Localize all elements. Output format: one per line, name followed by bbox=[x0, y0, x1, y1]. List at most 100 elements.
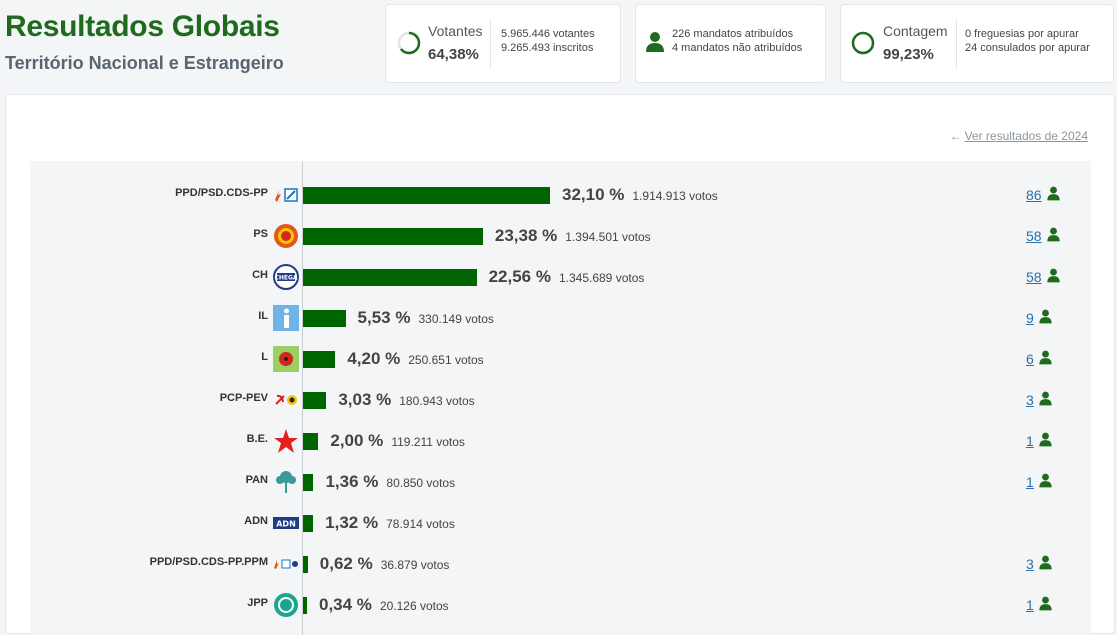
result-bar bbox=[303, 392, 327, 409]
card-divider bbox=[490, 19, 491, 69]
mandatos-nao-atribuidos: 4 mandatos não atribuídos bbox=[672, 42, 803, 54]
party-row: PPD/PSD.CDS-PP 32,10 % 1.914.913 votos 86 bbox=[30, 174, 1091, 215]
contagem-value: 99,23% bbox=[883, 46, 934, 63]
party-votes: 1.345.689 votos bbox=[558, 271, 645, 285]
results-panel: ← Ver resultados de 2024 PPD/PSD.CDS-PP 32… bbox=[5, 94, 1115, 635]
be-logo bbox=[273, 428, 299, 454]
party-seats-link[interactable]: 6 bbox=[1026, 350, 1052, 368]
party-seats-count: 6 bbox=[1026, 351, 1034, 367]
party-votes: 20.126 votos bbox=[379, 599, 449, 613]
party-votes: 1.914.913 votos bbox=[632, 189, 718, 203]
party-votes: 119.211 votos bbox=[391, 435, 465, 449]
party-percentage: 4,20 % bbox=[347, 349, 401, 368]
party-percentage: 0,62 % bbox=[319, 554, 373, 573]
cdu-logo bbox=[273, 387, 299, 413]
adn-logo: ADN bbox=[273, 510, 299, 536]
result-bar bbox=[303, 474, 314, 491]
party-percentage: 1,32 % bbox=[325, 513, 379, 532]
party-seats-count: 3 bbox=[1026, 392, 1034, 408]
party-name: JPP bbox=[247, 597, 268, 609]
party-row: PS 23,38 % 1.394.501 votos 58 bbox=[30, 215, 1091, 256]
person-icon bbox=[1046, 186, 1060, 204]
previous-results-link[interactable]: ← Ver resultados de 2024 bbox=[950, 129, 1088, 143]
party-percentage: 3,03 % bbox=[338, 390, 392, 409]
party-seats-link[interactable]: 3 bbox=[1026, 555, 1052, 573]
result-bar bbox=[303, 556, 308, 573]
jpp-logo bbox=[273, 592, 299, 618]
party-seats-count: 9 bbox=[1026, 310, 1034, 326]
party-votes: 78.914 votos bbox=[386, 517, 455, 531]
result-bar bbox=[303, 351, 336, 368]
person-icon bbox=[1039, 432, 1052, 450]
party-seats-link[interactable]: 9 bbox=[1026, 309, 1052, 327]
bar-label: 1,36 % 80.850 votos bbox=[325, 472, 455, 492]
person-icon bbox=[1046, 268, 1060, 286]
pan-logo bbox=[273, 469, 299, 495]
party-votes: 1.394.501 votos bbox=[565, 230, 651, 244]
party-row: PPD/PSD.CDS-PP.PPM 0,62 % 36.879 votos 3 bbox=[30, 543, 1091, 584]
ps-logo bbox=[273, 223, 299, 249]
person-icon bbox=[646, 32, 664, 52]
livre-logo bbox=[273, 346, 299, 372]
freguesias-por-apurar: 0 freguesias por apurar bbox=[965, 28, 1079, 40]
person-icon bbox=[1039, 309, 1052, 327]
bar-label: 5,53 % 330.149 votos bbox=[358, 308, 494, 328]
bar-label: 0,34 % 20.126 votos bbox=[319, 595, 449, 615]
party-percentage: 22,56 % bbox=[488, 267, 551, 286]
party-row: B.E. 2,00 % 119.211 votos 1 bbox=[30, 420, 1091, 461]
party-seats-link[interactable]: 58 bbox=[1026, 227, 1060, 245]
result-bar bbox=[303, 597, 307, 614]
party-votes: 36.879 votos bbox=[380, 558, 450, 572]
person-icon bbox=[1039, 596, 1052, 614]
party-seats-link[interactable]: 1 bbox=[1026, 596, 1052, 614]
party-votes: 80.850 votos bbox=[386, 476, 456, 490]
votantes-card: Votantes 64,38% 5.965.446 votantes 9.265… bbox=[385, 4, 621, 83]
party-seats-link[interactable]: 3 bbox=[1026, 391, 1052, 409]
results-chart: PPD/PSD.CDS-PP 32,10 % 1.914.913 votos 86 PS… bbox=[30, 161, 1091, 635]
votantes-label: Votantes bbox=[428, 23, 483, 39]
result-bar bbox=[303, 433, 319, 450]
mandatos-atribuidos: 226 mandatos atribuídos bbox=[672, 28, 794, 40]
votantes-progress-ring-icon bbox=[397, 31, 421, 55]
person-icon bbox=[1039, 391, 1052, 409]
person-icon bbox=[1039, 350, 1052, 368]
party-row: JPP 0,34 % 20.126 votos 1 bbox=[30, 584, 1091, 625]
party-seats-link[interactable]: 1 bbox=[1026, 473, 1052, 491]
bar-label: 0,62 % 36.879 votos bbox=[320, 554, 450, 574]
svg-text:ADN: ADN bbox=[276, 520, 296, 529]
party-seats-link[interactable]: 58 bbox=[1026, 268, 1060, 286]
party-name: L bbox=[261, 351, 268, 363]
party-row: PAN 1,36 % 80.850 votos 1 bbox=[30, 461, 1091, 502]
bar-label: 1,32 % 78.914 votos bbox=[325, 513, 455, 533]
party-row: L 4,20 % 250.651 votos 6 bbox=[30, 338, 1091, 379]
party-name: PS bbox=[253, 228, 268, 240]
party-seats-link[interactable]: 1 bbox=[1026, 432, 1052, 450]
il-logo bbox=[273, 305, 299, 331]
votantes-value: 64,38% bbox=[428, 46, 479, 63]
mandatos-card: 226 mandatos atribuídos 4 mandatos não a… bbox=[635, 4, 826, 83]
person-icon bbox=[1039, 555, 1052, 573]
bar-label: 32,10 % 1.914.913 votos bbox=[562, 185, 718, 205]
axis-line bbox=[302, 161, 303, 635]
party-name: B.E. bbox=[246, 433, 268, 445]
party-votes: 250.651 votos bbox=[408, 353, 484, 367]
party-row: CH CHEGA 22,56 % 1.345.689 votos 58 bbox=[30, 256, 1091, 297]
party-seats-count: 1 bbox=[1026, 597, 1034, 613]
page-header: Resultados Globais Território Nacional e… bbox=[0, 0, 1117, 90]
inscritos-count: 9.265.493 inscritos bbox=[501, 42, 594, 54]
bar-label: 4,20 % 250.651 votos bbox=[347, 349, 483, 369]
party-name: CH bbox=[252, 269, 268, 281]
party-seats-link[interactable]: 86 bbox=[1026, 186, 1060, 204]
previous-results-label: Ver resultados de 2024 bbox=[964, 129, 1088, 143]
person-icon bbox=[1039, 473, 1052, 491]
party-row: ADN ADN 1,32 % 78.914 votos bbox=[30, 502, 1091, 543]
ad-ppm-logo bbox=[273, 551, 299, 577]
party-name: PCP-PEV bbox=[219, 392, 268, 404]
party-name: PAN bbox=[245, 474, 268, 486]
party-name: IL bbox=[258, 310, 268, 322]
page-subtitle: Território Nacional e Estrangeiro bbox=[5, 53, 284, 73]
party-seats-count: 1 bbox=[1026, 474, 1034, 490]
party-votes: 330.149 votos bbox=[418, 312, 494, 326]
chega-logo: CHEGA bbox=[273, 264, 299, 290]
bar-label: 2,00 % 119.211 votos bbox=[330, 431, 465, 451]
